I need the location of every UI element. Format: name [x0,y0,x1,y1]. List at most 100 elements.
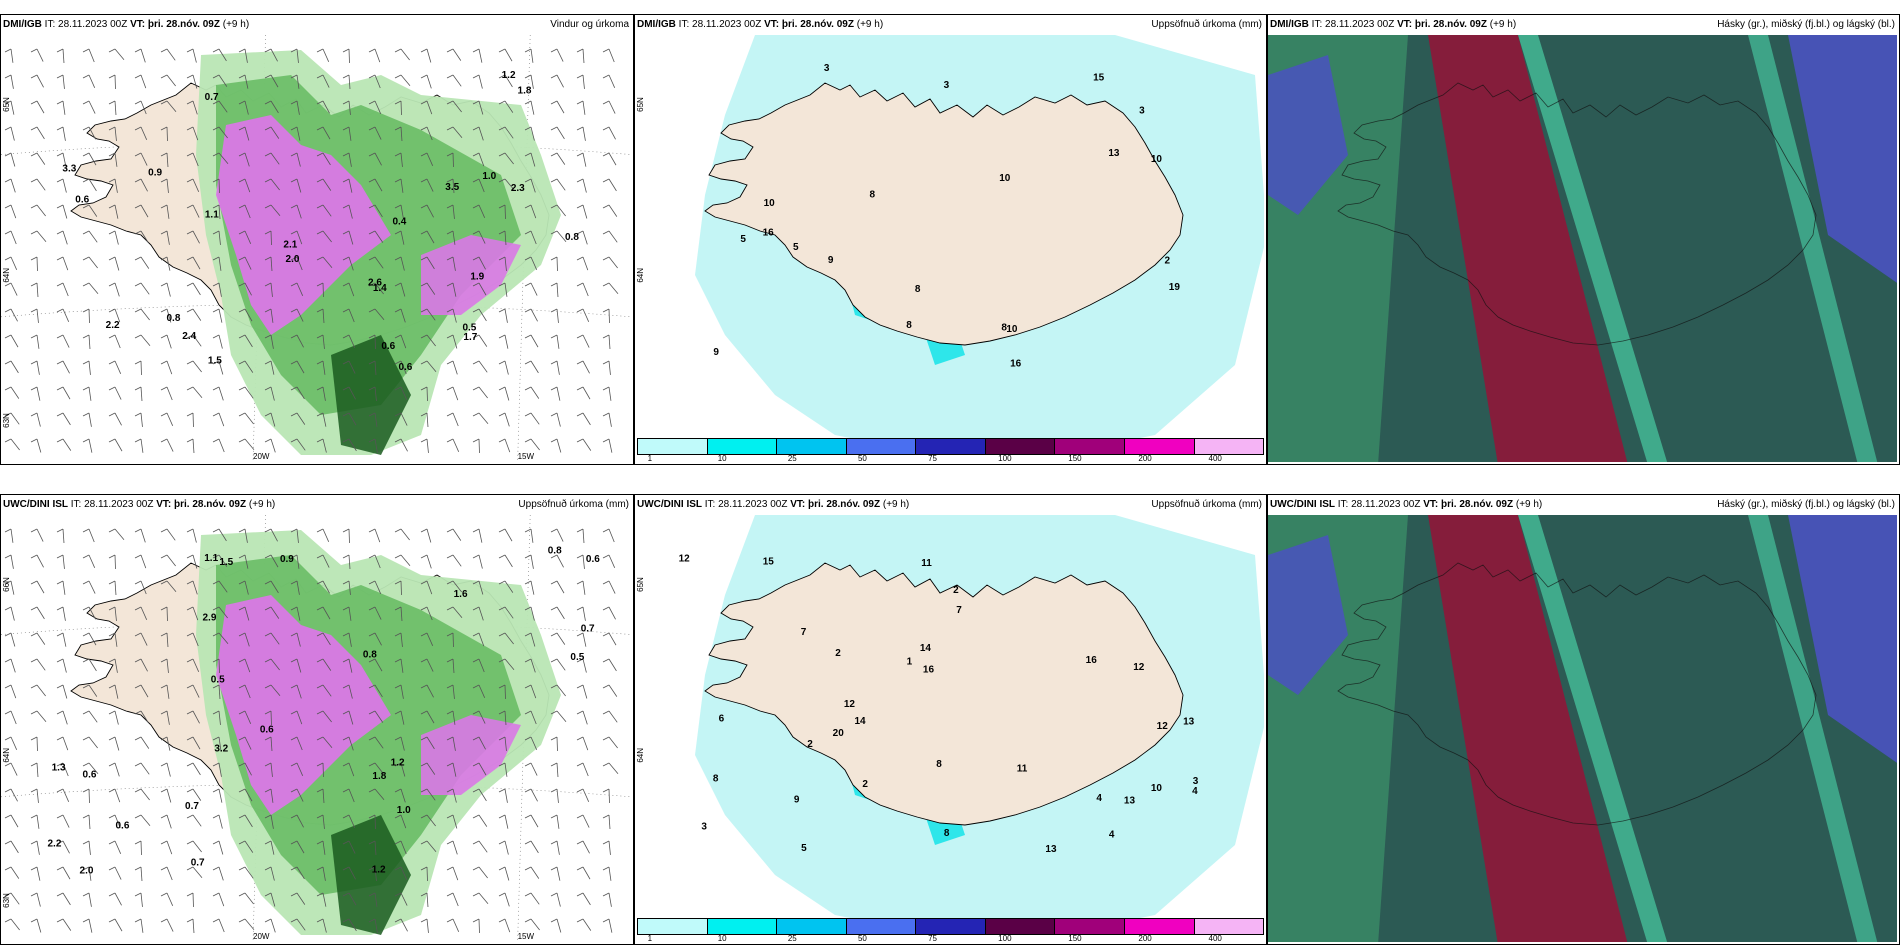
value-label: 16 [923,665,935,676]
lead-time: (+9 h) [882,499,910,510]
legend-tick: 75 [928,454,937,463]
value-label: 8 [713,773,719,784]
legend-swatch [985,439,1056,454]
value-label: 0.6 [381,341,395,352]
model-name: DMI/IGB [637,19,676,30]
value-label: 20 [833,728,845,739]
value-label: 13 [1124,795,1136,806]
model-name: DMI/IGB [3,19,42,30]
model-name: UWC/DINI ISL [637,499,702,510]
value-label: 12 [844,699,856,710]
value-label: 0.8 [167,313,181,324]
value-label: 0.6 [586,554,600,565]
iceland-landmass [704,82,1184,346]
valid-time: þri. 28.nóv. 09Z [174,499,247,510]
panel-header: DMI/IGB IT: 28.11.2023 00Z VT: þri. 28.n… [635,15,1266,35]
legend-bar [637,918,1264,935]
value-label: 4 [1096,793,1102,804]
value-label: 1.9 [470,272,484,283]
map-area[interactable]: 0.6 0.7 0.8 0.9 1.0 0.6 0.8 1.1 2.0 2.4 2.2 3.3 2.1 2… [1,35,633,464]
value-label: 0.9 [280,554,294,565]
legend-tick: 10 [717,454,727,463]
value-label: 8 [906,320,912,331]
legend-tick: 150 [1068,454,1082,463]
axis-labels: 65N 64N 63N 20W 15W [2,97,534,461]
value-label: 2.4 [182,331,196,342]
value-label: 0.7 [581,623,595,634]
model-name: DMI/IGB [1270,19,1309,30]
valid-time: þri. 28.nóv. 09Z [781,19,854,30]
value-label: 2 [862,779,868,790]
value-label: 9 [713,347,719,358]
panel-header: UWC/DINI ISL IT: 28.11.2023 00Z VT: þri.… [635,495,1266,515]
map-area[interactable]: 0.6 1.2 0.7 0.8 0.5 0.6 1.0 0.7 1.2 0.8 0.6 0.5 2.0 1… [1,515,633,944]
value-label: 2 [835,648,841,659]
value-label: 0.5 [570,652,584,663]
value-label: 4 [1192,786,1198,797]
legend-swatch [916,919,986,934]
svg-text:65N: 65N [636,97,645,112]
legend-swatch [777,439,847,454]
map-area[interactable] [1268,35,1899,464]
legend-swatch [707,919,778,934]
value-label: 1.0 [397,805,411,816]
value-label: 3.5 [445,182,459,193]
legend-tick: 25 [787,454,797,463]
value-label: 3 [701,822,707,833]
value-labels: 0.6 1.2 0.7 0.8 0.5 0.6 1.0 0.7 1.2 0.8 0.6 0.5 2.0 1… [47,546,600,877]
legend-swatch [777,919,847,934]
legend-tick: 400 [1208,934,1222,943]
cloud-layers [1268,515,1897,942]
panel-wind-uwc: UWC/DINI ISL IT: 28.11.2023 00Z VT: þri.… [0,494,634,945]
model-name: UWC/DINI ISL [3,499,68,510]
value-label: 8 [936,759,942,770]
value-label: 11 [1017,763,1028,774]
precip-legend: 1 10 25 50 75 100 150 200 400 [635,918,1266,944]
panel-precip-uwc: UWC/DINI ISL IT: 28.11.2023 00Z VT: þri.… [634,494,1267,945]
value-label: 13 [1045,844,1057,855]
value-label: 1.0 [482,171,496,182]
legend-swatch [1055,919,1125,934]
svg-text:20W: 20W [253,452,270,461]
legend-swatch [916,439,986,454]
legend-swatch [1055,439,1125,454]
legend-tick: 1 [647,454,653,463]
legend-tick: 150 [1068,934,1082,943]
lead-time: (+9 h) [856,19,884,30]
value-label: 3.3 [62,163,76,174]
legend-tick: 200 [1138,454,1152,463]
value-label: 1.8 [372,771,386,782]
value-label: 0.6 [398,362,412,373]
value-label: 10 [1006,324,1018,335]
value-label: 16 [763,227,775,238]
svg-text:64N: 64N [636,748,645,763]
value-label: 3 [824,63,830,74]
map-area[interactable]: 3 4 3 2 12 12 12 10 11 8 8 7 6 13 15 16 14 16 13 20 14 12 13 5 7… [635,515,1266,944]
value-label: 2.9 [202,612,216,623]
value-labels: 3432121212101188761315161416132014121357… [679,554,1199,856]
legend-tick: 100 [998,454,1012,463]
lead-time: (+9 h) [1489,19,1517,30]
map-area[interactable] [1268,515,1899,944]
init-time: 28.11.2023 00Z [692,19,762,30]
value-label: 13 [1183,716,1195,727]
value-label: 1.7 [463,332,477,343]
svg-text:64N: 64N [2,268,11,283]
value-label: 11 [921,558,932,569]
legend-swatch [985,919,1056,934]
value-label: 4 [1109,830,1115,841]
value-label: 9 [794,794,800,805]
value-label: 9 [828,255,834,266]
value-label: 0.6 [75,194,89,205]
map-area[interactable]: 10 9 8 5 10 5 9 10 16 13 19 15 16 8 8 10 3 3 2 8 3 65N 64N [635,35,1266,464]
value-label: 2 [1165,256,1171,267]
legend-swatch [1194,919,1264,934]
legend-tick: 1 [647,934,653,943]
wind-barbs [4,48,619,454]
svg-text:65N: 65N [636,577,645,592]
field-title: Uppsöfnuð úrkoma (mm) [1151,19,1262,30]
value-label: 1.4 [373,283,387,294]
panel-header: DMI/IGB IT: 28.11.2023 00Z VT: þri. 28.n… [1268,15,1899,35]
value-label: 1.2 [391,757,405,768]
